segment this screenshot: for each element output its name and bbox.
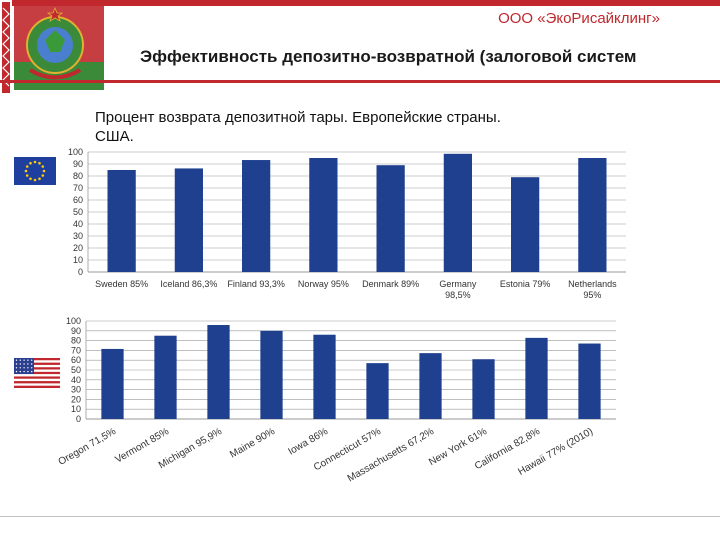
bar <box>309 158 338 272</box>
category-label: Finland 93,3% <box>227 279 285 289</box>
y-tick-label: 30 <box>73 231 83 241</box>
category-label: Denmark 89% <box>362 279 419 289</box>
bar <box>101 348 124 419</box>
y-tick-label: 0 <box>76 414 81 424</box>
bar <box>313 334 336 419</box>
category-label: Sweden 85% <box>95 279 148 289</box>
chart-title-line-2: США. <box>95 128 134 145</box>
bar <box>260 330 283 419</box>
slide-title: Эффективность депозитно-возвратной (зало… <box>140 47 637 66</box>
y-tick-label: 20 <box>71 394 81 404</box>
y-tick-label: 60 <box>73 195 83 205</box>
category-label: Oregon 71,5% <box>57 426 118 468</box>
chart-title-line-1: Процент возврата депозитной тары. Европе… <box>95 109 501 126</box>
category-label: Netherlands <box>568 279 617 289</box>
ornament-stripe <box>0 0 12 95</box>
bar <box>154 335 177 419</box>
header-divider <box>0 80 720 83</box>
bar <box>242 160 271 272</box>
y-tick-label: 90 <box>73 159 83 169</box>
bar <box>419 353 442 419</box>
y-tick-label: 50 <box>71 365 81 375</box>
category-label: Estonia 79% <box>500 279 551 289</box>
y-tick-label: 80 <box>71 336 81 346</box>
y-tick-label: 0 <box>78 267 83 277</box>
category-label: Massachusetts 67,2% <box>346 426 436 484</box>
bar <box>207 325 230 419</box>
bar <box>525 337 548 419</box>
company-name: ООО «ЭкоРисайклинг» <box>498 10 660 27</box>
y-tick-label: 60 <box>71 355 81 365</box>
y-tick-label: 70 <box>73 183 83 193</box>
bar <box>578 158 607 272</box>
bar <box>578 343 601 419</box>
category-label: Norway 95% <box>298 279 349 289</box>
belarus-emblem-icon <box>0 0 104 95</box>
category-label: Maine 90% <box>228 426 277 461</box>
us-flag-icon <box>14 358 60 388</box>
y-tick-label: 100 <box>68 147 83 157</box>
bar <box>366 363 389 419</box>
footer-divider <box>0 516 720 517</box>
y-tick-label: 50 <box>73 207 83 217</box>
category-label: Germany <box>439 279 477 289</box>
bar <box>376 165 405 272</box>
y-tick-label: 90 <box>71 326 81 336</box>
y-tick-label: 40 <box>71 375 81 385</box>
top-accent-bar <box>0 0 720 6</box>
eu-flag-icon <box>14 157 56 185</box>
chart-title: Процент возврата депозитной тары. Европе… <box>95 108 655 146</box>
y-tick-label: 30 <box>71 385 81 395</box>
chart-1: 0 10 20 30 40 50 60 70 80 90 100 Sweden 85% Iceland … <box>68 147 626 300</box>
y-tick-label: 80 <box>73 171 83 181</box>
y-tick-label: 10 <box>73 255 83 265</box>
bar <box>443 153 472 272</box>
y-tick-label: 40 <box>73 219 83 229</box>
y-tick-label: 10 <box>71 404 81 414</box>
bar <box>174 168 203 272</box>
y-tick-label: 70 <box>71 345 81 355</box>
category-label: 98,5% <box>445 290 471 300</box>
category-label: Iowa 86% <box>286 426 330 458</box>
y-tick-label: 100 <box>66 316 81 326</box>
bar <box>472 359 495 419</box>
bar <box>511 177 540 272</box>
bar <box>107 170 136 272</box>
category-label: Iceland 86,3% <box>160 279 217 289</box>
category-label: 95% <box>583 290 601 300</box>
y-tick-label: 20 <box>73 243 83 253</box>
